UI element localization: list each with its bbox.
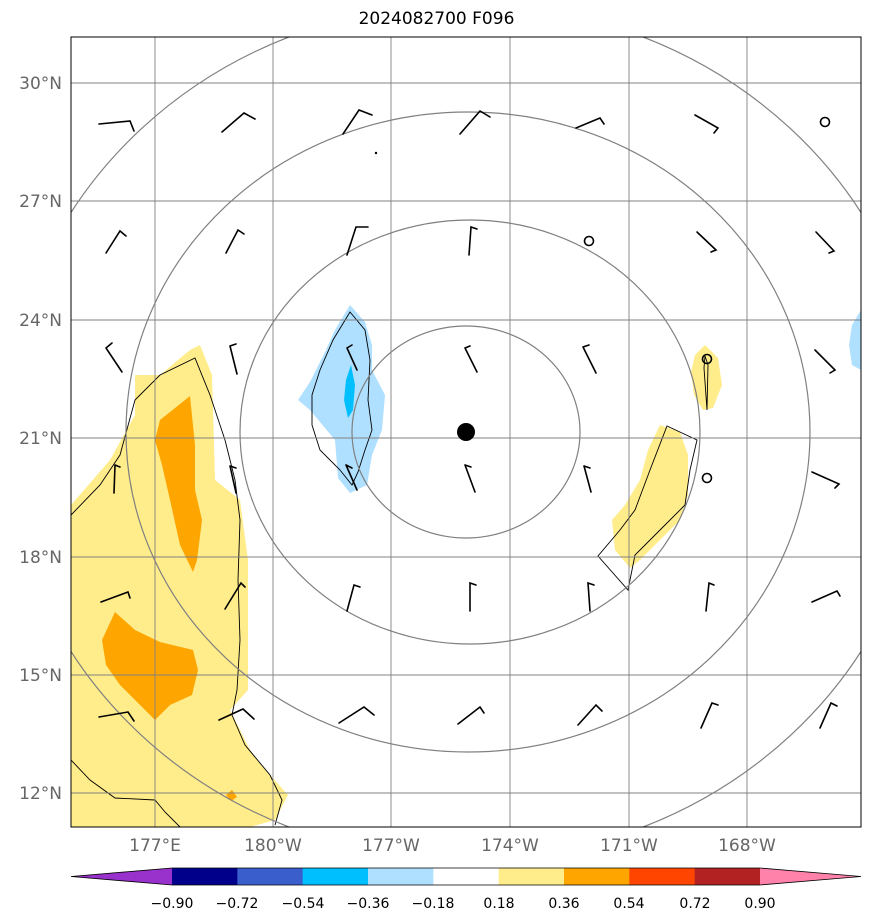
colorbar-tick-label: −0.36 [347,896,390,912]
colorbar-tick-label: 0.18 [483,896,514,912]
colorbar-tick-labels: −0.90 −0.72 −0.54 −0.36 −0.18 0.18 0.36 … [151,896,776,912]
lat-label: 24°N [19,311,62,331]
colorbar-segment [629,868,696,885]
negative-core [344,365,355,418]
lon-label: 180°W [244,836,302,856]
colorbar-tick-label: 0.90 [744,896,775,912]
colorbar-segment [302,868,369,885]
longitude-labels: 177°E 180°W 177°W 174°W 171°W 168°W [129,836,776,856]
colorbar-tick-label: 0.72 [679,896,710,912]
lon-label: 177°E [129,836,181,856]
contour-lines [71,311,709,827]
lat-label: 27°N [19,192,62,212]
lon-label: 168°W [718,836,776,856]
lat-label: 30°N [19,74,62,94]
colorbar-extend-high [760,868,861,885]
negative-region-edge [849,310,861,370]
lon-label: 174°W [481,836,539,856]
colorbar-segment [694,868,761,885]
positive-region-east [612,425,688,568]
lon-label: 171°W [600,836,658,856]
negative-region [298,305,385,493]
colorbar-tick-label: 0.36 [548,896,579,912]
lon-label: 177°W [362,836,420,856]
range-rings [71,37,861,827]
shaded-field [71,305,861,827]
colorbar-outline [70,867,862,886]
colorbar-segment [564,868,630,885]
positive-core-lower [102,612,198,720]
colorbar-tick-label: 0.54 [613,896,644,912]
wind-barbs [98,109,841,729]
small-dot [374,151,378,155]
lat-label: 12°N [19,784,62,804]
colorbar-segment [433,868,500,885]
lat-label: 15°N [19,666,62,686]
colorbar-tick-label: −0.54 [282,896,325,912]
colorbar [70,867,862,886]
colorbar-tick-label: −0.90 [151,896,194,912]
calm-wind-markers [583,116,831,484]
positive-region-small [691,345,722,410]
colorbar-tick-label: −0.72 [216,896,259,912]
colorbar-segment [172,868,238,885]
latitude-labels: 30°N 27°N 24°N 21°N 18°N 15°N 12°N [19,74,62,804]
positive-core-upper [155,396,202,572]
colorbar-tick-label: −0.18 [412,896,455,912]
colorbar-extend-low [71,868,172,885]
colorbar-segment [368,868,434,885]
storm-center-marker [457,423,475,441]
lat-label: 18°N [19,548,62,568]
colorbar-segment [498,868,565,885]
map-frame [70,36,862,828]
map-title: 2024082700 F096 [358,9,515,29]
positive-region-west [71,345,288,827]
lat-label: 21°N [19,429,62,449]
colorbar-segment [237,868,304,885]
